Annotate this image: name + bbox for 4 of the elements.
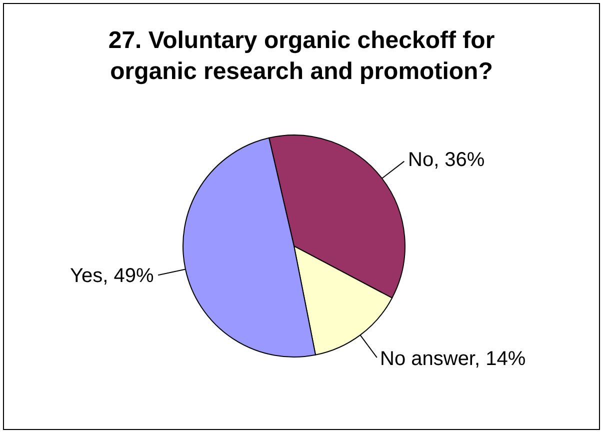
- slice-label: No answer, 14%: [380, 348, 526, 370]
- slice-label: No, 36%: [408, 149, 485, 171]
- chart-title: 27. Voluntary organic checkoff for organic research and promotion?: [108, 27, 495, 86]
- slice-label: Yes, 49%: [70, 265, 154, 287]
